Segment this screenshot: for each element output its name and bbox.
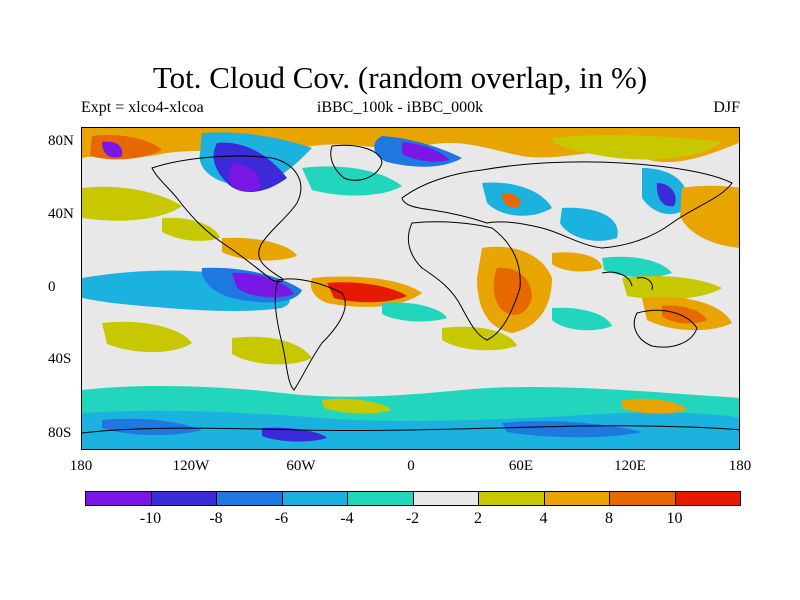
colorbar-box <box>609 491 676 506</box>
colorbar-box <box>150 491 217 506</box>
colorbar-label: 4 <box>539 510 548 527</box>
colorbar-label: -2 <box>405 510 420 527</box>
colorbar-label: -8 <box>209 510 223 527</box>
colorbar-box <box>347 491 414 506</box>
colorbar-box <box>85 491 152 506</box>
lon-label-180w: 180 <box>69 458 93 474</box>
lon-label-120e: 120E <box>614 458 646 474</box>
map-canvas <box>82 128 739 449</box>
anomaly-south-high-lat <box>82 386 739 449</box>
lat-label-80n: 80N <box>48 133 74 149</box>
colorbar-label: 8 <box>605 510 613 527</box>
coastline-eurasia <box>401 161 733 249</box>
lon-label-60e: 60E <box>508 458 534 474</box>
coastline-australia <box>633 309 698 348</box>
lat-label-40n: 40N <box>48 206 74 222</box>
lon-label-0: 0 <box>407 458 415 474</box>
coastline-south-america <box>274 278 346 391</box>
colorbar-box <box>281 491 348 506</box>
anomaly-north-high-lat <box>82 128 739 215</box>
coastline-north-america <box>151 155 302 283</box>
coastline-antarctica <box>82 425 739 434</box>
season-label: DJF <box>713 99 740 116</box>
colorbar-label: 2 <box>474 510 482 527</box>
plot-title: Tot. Cloud Cov. (random overlap, in %) <box>152 60 648 95</box>
colorbar-box <box>412 491 479 506</box>
difference-label: iBBC_100k - iBBC_000k <box>316 99 484 116</box>
lon-label-60w: 60W <box>286 458 316 474</box>
colorbar-box <box>216 491 283 506</box>
colorbar-label: -4 <box>340 510 354 527</box>
coastlines <box>82 144 739 434</box>
anomaly-north-midlat <box>82 166 739 278</box>
experiment-label: Expt = xlco4-xlcoa <box>81 99 204 116</box>
anomaly-equatorial <box>82 246 722 333</box>
lon-label-120w: 120W <box>172 458 210 474</box>
colorbar-box <box>543 491 610 506</box>
colorbar-label: -6 <box>274 510 289 527</box>
colorbar-label: -10 <box>139 510 162 527</box>
colorbar-box <box>478 491 545 506</box>
colorbar-box <box>674 491 741 506</box>
anomaly-south-midlat <box>102 296 732 365</box>
lon-label-180e: 180 <box>728 458 752 474</box>
lat-label-0: 0 <box>48 279 56 295</box>
colorbar-label: 10 <box>666 510 683 527</box>
coastline-greenland <box>330 144 383 181</box>
map-panel <box>81 127 740 450</box>
lat-label-80s: 80S <box>48 425 72 441</box>
coastline-africa <box>407 221 521 341</box>
coastline-maritime-continent <box>601 271 653 291</box>
lat-label-40s: 40S <box>48 351 72 367</box>
